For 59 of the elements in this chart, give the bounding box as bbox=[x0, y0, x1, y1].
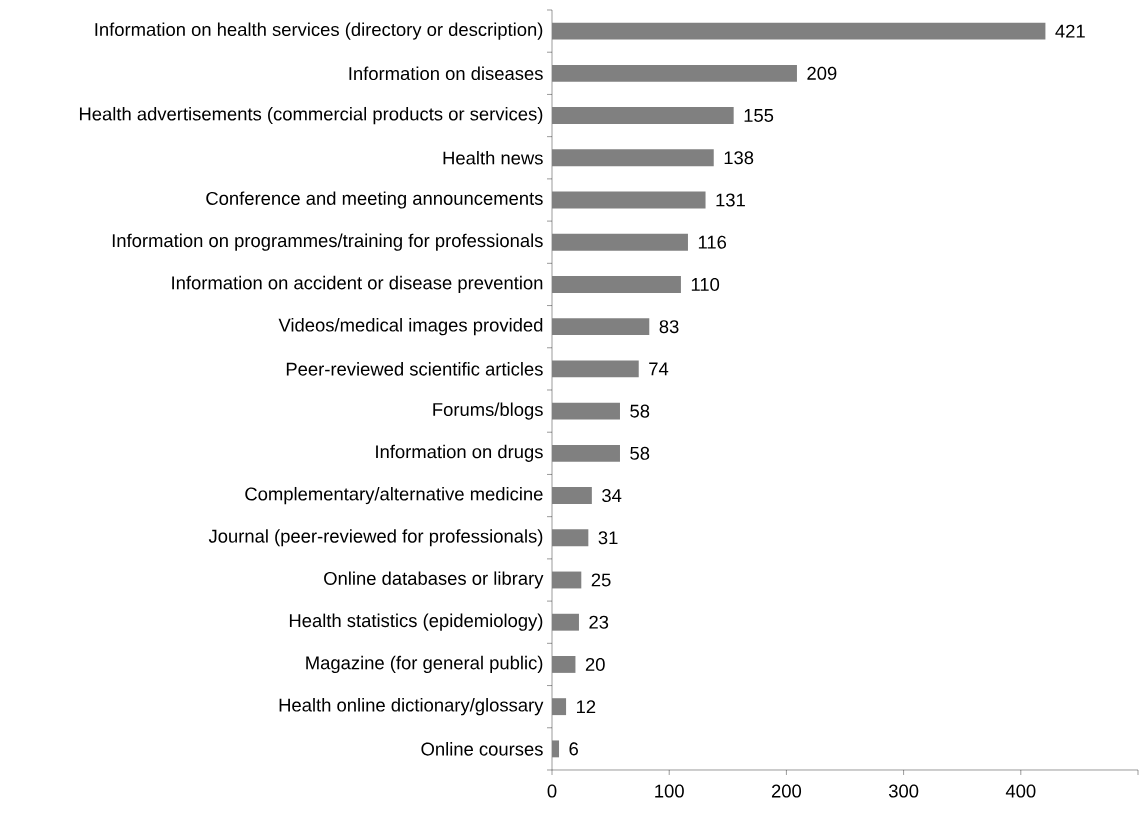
data-label: 110 bbox=[691, 277, 720, 291]
bar bbox=[552, 698, 567, 716]
data-label: 421 bbox=[1055, 24, 1085, 38]
y-tick-label: Information on diseases bbox=[349, 66, 543, 81]
bar bbox=[552, 22, 1046, 40]
bar bbox=[552, 149, 714, 167]
x-tick-label: 400 bbox=[1005, 784, 1036, 798]
bar bbox=[552, 64, 797, 82]
bar bbox=[552, 444, 620, 462]
data-label: 58 bbox=[630, 404, 650, 418]
data-label: 83 bbox=[659, 320, 679, 334]
data-label: 31 bbox=[598, 531, 618, 545]
x-tick-label: 200 bbox=[771, 784, 802, 798]
bar bbox=[552, 613, 579, 631]
y-tick-label: Magazine (for general public) bbox=[306, 655, 543, 674]
y-tick-label: Information on accident or disease prevention bbox=[172, 275, 543, 294]
data-label: 25 bbox=[591, 573, 611, 587]
y-tick-label: Conference and meeting announcements bbox=[206, 191, 543, 209]
y-tick-label: Health online dictionary/glossary bbox=[279, 698, 544, 716]
bar bbox=[552, 191, 706, 209]
bar bbox=[552, 571, 582, 589]
y-tick-label: Information on health services (directory or description) bbox=[95, 22, 543, 40]
data-label: 209 bbox=[807, 66, 837, 80]
y-tick-label: Information on programmes/training for professionals bbox=[112, 233, 543, 251]
y-tick-label: Peer-reviewed scientific articles bbox=[286, 362, 543, 376]
y-tick-label: Health news bbox=[443, 151, 543, 165]
y-tick-label: Journal (peer-reviewed for professionals) bbox=[208, 529, 543, 547]
bar bbox=[552, 107, 734, 124]
bar bbox=[552, 655, 576, 673]
y-tick-label: Information on drugs bbox=[376, 444, 543, 462]
x-tick-label: 0 bbox=[547, 784, 557, 798]
data-label: 155 bbox=[744, 109, 774, 122]
data-label: 74 bbox=[649, 362, 669, 376]
bar bbox=[552, 233, 688, 251]
y-tick-label: Health statistics (epidemiology) bbox=[289, 613, 543, 631]
y-tick-label: Videos/medical images provided bbox=[278, 318, 543, 336]
bar bbox=[552, 275, 681, 293]
data-label: 58 bbox=[630, 446, 650, 460]
bar bbox=[552, 318, 650, 336]
bar bbox=[552, 360, 639, 378]
data-label: 34 bbox=[602, 489, 622, 503]
y-tick-label: Forums/blogs bbox=[433, 402, 543, 420]
y-tick-label: Complementary/alternative medicine bbox=[245, 486, 543, 505]
x-tick-label: 300 bbox=[888, 784, 919, 798]
data-label: 23 bbox=[589, 615, 609, 629]
x-tick-label: 100 bbox=[655, 784, 684, 798]
data-label: 20 bbox=[585, 657, 605, 671]
y-tick-label: Online courses bbox=[421, 742, 543, 756]
bar bbox=[552, 487, 592, 504]
data-label: 12 bbox=[577, 700, 596, 714]
y-tick-label: Health advertisements (commercial products or services) bbox=[79, 106, 543, 125]
y-tick-label: Online databases or library bbox=[324, 571, 544, 589]
bar bbox=[552, 740, 560, 758]
data-label: 6 bbox=[569, 742, 578, 756]
data-label: 116 bbox=[698, 235, 727, 249]
data-label: 138 bbox=[724, 151, 754, 165]
bar bbox=[552, 529, 589, 547]
bar bbox=[552, 402, 620, 420]
data-label: 131 bbox=[716, 193, 745, 207]
